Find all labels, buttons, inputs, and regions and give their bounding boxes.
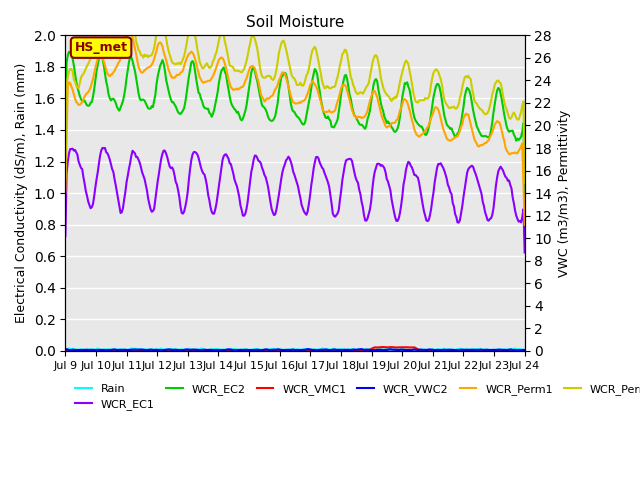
Line: WCR_EC1: WCR_EC1 [65, 148, 525, 252]
WCR_EC2 [78, 98, 86, 104]
WCR_EC2 [93, 68, 100, 74]
WCR_Perm1 [299, 98, 307, 104]
WCR_VWC2 [300, 347, 308, 353]
WCR_VWC2 [520, 347, 527, 353]
WCR_Perm1 [518, 141, 526, 146]
Legend: Rain, WCR_EC1, WCR_EC2, WCR_VMC1, WCR_VWC2, WCR_Perm1, WCR_Perm2: Rain, WCR_EC1, WCR_EC2, WCR_VMC1, WCR_VW… [71, 379, 640, 415]
WCR_EC2 [518, 129, 526, 134]
WCR_VMC1 [328, 348, 335, 354]
WCR_VWC2 [63, 346, 70, 352]
WCR_Perm1 [61, 189, 69, 195]
Text: HS_met: HS_met [75, 41, 127, 54]
WCR_VMC1 [77, 348, 85, 353]
WCR_EC2 [65, 49, 73, 55]
WCR_VWC2 [61, 347, 69, 352]
WCR_EC1 [77, 165, 85, 171]
WCR_Perm2 [458, 84, 466, 90]
WCR_Perm1 [390, 120, 398, 126]
Rain [299, 347, 307, 352]
WCR_VMC1 [521, 348, 529, 354]
WCR_Perm2 [77, 75, 85, 81]
WCR_EC2 [390, 128, 398, 134]
Line: WCR_VMC1: WCR_VMC1 [65, 347, 525, 351]
Rain [78, 347, 86, 352]
Line: Rain: Rain [65, 348, 525, 350]
Rain [518, 347, 526, 352]
WCR_Perm1 [92, 65, 99, 71]
WCR_Perm2 [299, 83, 307, 89]
Rain [93, 346, 100, 352]
WCR_EC1 [61, 233, 69, 239]
WCR_Perm1 [125, 30, 132, 36]
WCR_EC1 [92, 184, 99, 190]
Line: WCR_VWC2: WCR_VWC2 [65, 349, 525, 350]
WCR_VWC2 [78, 347, 86, 353]
WCR_VMC1 [391, 345, 399, 350]
WCR_EC1 [518, 215, 526, 220]
Y-axis label: VWC (m3/m3), Permittivity: VWC (m3/m3), Permittivity [557, 109, 571, 276]
WCR_VMC1 [298, 348, 305, 353]
WCR_Perm2 [97, 6, 104, 12]
WCR_EC1 [99, 145, 106, 151]
Title: Soil Moisture: Soil Moisture [246, 15, 344, 30]
Line: WCR_EC2: WCR_EC2 [65, 52, 525, 197]
WCR_EC2 [61, 158, 69, 164]
WCR_VWC2 [460, 347, 467, 353]
WCR_Perm2 [61, 175, 69, 181]
WCR_Perm1 [458, 121, 466, 127]
WCR_VWC2 [391, 347, 399, 353]
WCR_VMC1 [380, 344, 387, 350]
WCR_EC2 [521, 194, 529, 200]
WCR_VWC2 [521, 347, 529, 353]
WCR_Perm2 [521, 180, 529, 186]
WCR_VWC2 [216, 348, 224, 353]
WCR_VMC1 [460, 348, 467, 353]
Y-axis label: Electrical Conductivity (dS/m), Rain (mm): Electrical Conductivity (dS/m), Rain (mm… [15, 63, 28, 323]
WCR_Perm2 [92, 26, 99, 32]
WCR_VWC2 [93, 347, 100, 353]
Rain [61, 348, 69, 353]
Rain [521, 347, 529, 353]
WCR_EC2 [458, 112, 466, 118]
Rain [65, 346, 73, 351]
WCR_Perm1 [77, 101, 85, 107]
WCR_EC1 [458, 203, 466, 209]
Line: WCR_Perm2: WCR_Perm2 [65, 9, 525, 183]
WCR_EC2 [299, 121, 307, 127]
WCR_EC1 [521, 250, 529, 255]
Rain [458, 347, 466, 352]
WCR_Perm1 [521, 222, 529, 228]
Rain [390, 347, 398, 352]
WCR_VMC1 [92, 348, 99, 354]
WCR_VMC1 [520, 348, 527, 353]
Line: WCR_Perm1: WCR_Perm1 [65, 33, 525, 225]
WCR_Perm2 [390, 96, 398, 102]
WCR_EC1 [390, 209, 398, 215]
WCR_Perm2 [518, 103, 526, 108]
WCR_EC1 [299, 205, 307, 211]
WCR_VMC1 [61, 348, 69, 353]
